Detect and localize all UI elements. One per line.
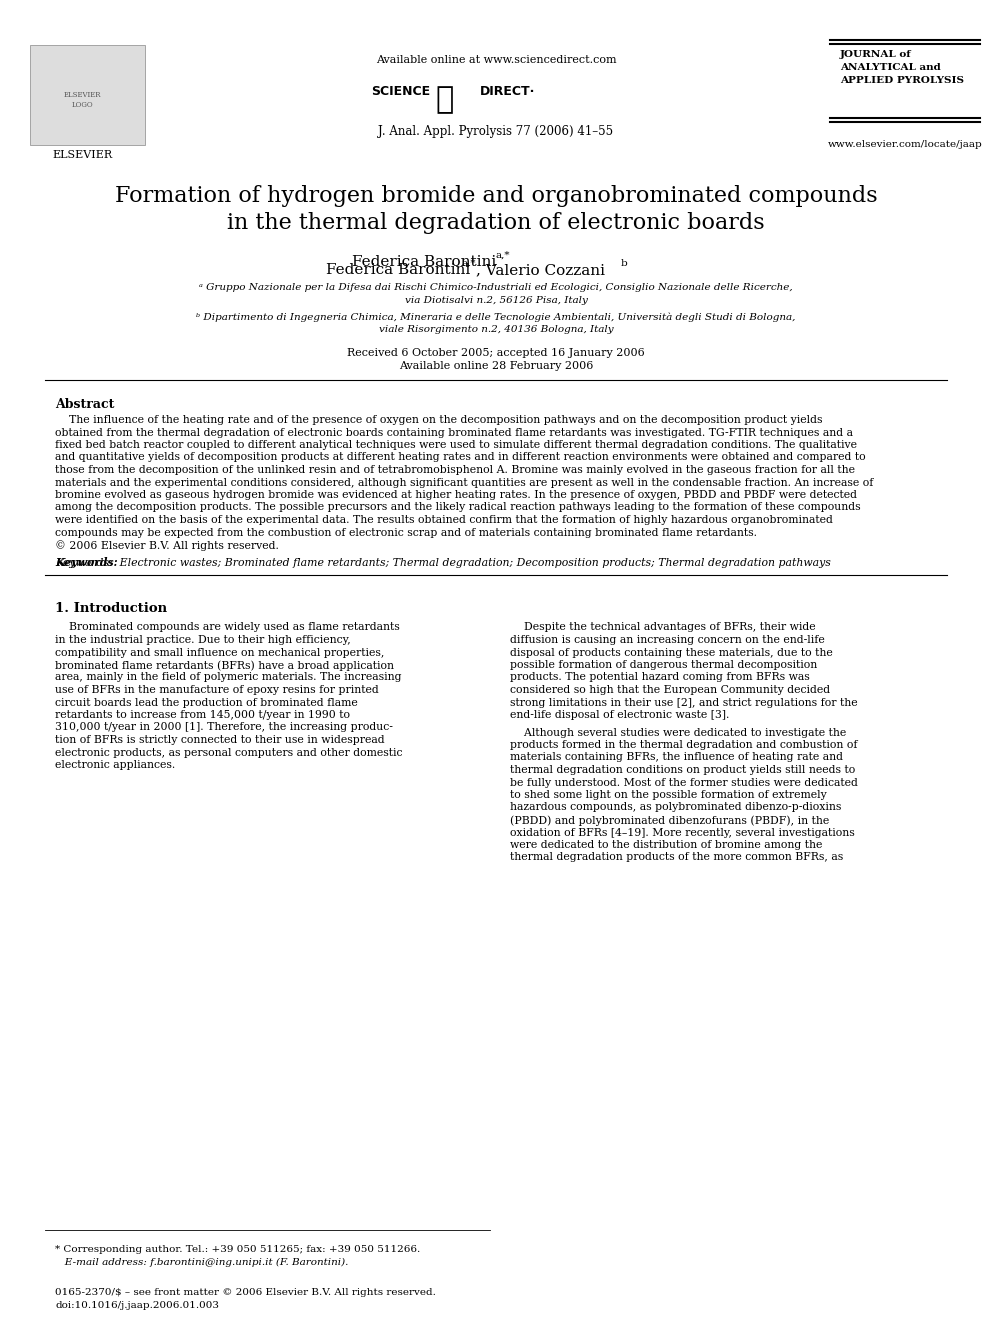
Text: The influence of the heating rate and of the presence of oxygen on the decomposi: The influence of the heating rate and of…: [55, 415, 822, 425]
Text: Available online at www.sciencedirect.com: Available online at www.sciencedirect.co…: [376, 56, 616, 65]
FancyBboxPatch shape: [100, 245, 892, 275]
Text: in the thermal degradation of electronic boards: in the thermal degradation of electronic…: [227, 212, 765, 234]
Text: * Corresponding author. Tel.: +39 050 511265; fax: +39 050 511266.: * Corresponding author. Tel.: +39 050 51…: [55, 1245, 421, 1254]
Text: E-mail address: f.barontini@ing.unipi.it (F. Barontini).: E-mail address: f.barontini@ing.unipi.it…: [55, 1258, 348, 1267]
Text: www.elsevier.com/locate/jaap: www.elsevier.com/locate/jaap: [827, 140, 982, 149]
Text: possible formation of dangerous thermal decomposition: possible formation of dangerous thermal …: [510, 660, 817, 669]
Text: compatibility and small influence on mechanical properties,: compatibility and small influence on mec…: [55, 647, 384, 658]
Text: Federica Barontini: Federica Barontini: [320, 255, 464, 269]
Text: JOURNAL of: JOURNAL of: [840, 50, 912, 60]
Text: Despite the technical advantages of BFRs, their wide: Despite the technical advantages of BFRs…: [510, 623, 815, 632]
Text: thermal degradation conditions on product yields still needs to: thermal degradation conditions on produc…: [510, 765, 855, 775]
Text: Formation of hydrogen bromide and organobrominated compounds: Formation of hydrogen bromide and organo…: [115, 185, 877, 206]
FancyBboxPatch shape: [30, 45, 145, 146]
Text: © 2006 Elsevier B.V. All rights reserved.: © 2006 Elsevier B.V. All rights reserved…: [55, 540, 279, 550]
Text: Keywords:: Keywords:: [55, 557, 118, 569]
Text: were dedicated to the distribution of bromine among the: were dedicated to the distribution of br…: [510, 840, 822, 849]
Text: Received 6 October 2005; accepted 16 January 2006: Received 6 October 2005; accepted 16 Jan…: [347, 348, 645, 359]
Text: (PBDD) and polybrominated dibenzofurans (PBDF), in the: (PBDD) and polybrominated dibenzofurans …: [510, 815, 829, 826]
Text: end-life disposal of electronic waste [3].: end-life disposal of electronic waste [3…: [510, 710, 729, 720]
Text: tion of BFRs is strictly connected to their use in widespread: tion of BFRs is strictly connected to th…: [55, 736, 385, 745]
Text: considered so high that the European Community decided: considered so high that the European Com…: [510, 685, 830, 695]
Text: materials containing BFRs, the influence of heating rate and: materials containing BFRs, the influence…: [510, 753, 843, 762]
Text: were identified on the basis of the experimental data. The results obtained conf: were identified on the basis of the expe…: [55, 515, 833, 525]
Text: ELSEVIER
LOGO: ELSEVIER LOGO: [63, 91, 101, 108]
Text: 310,000 t/year in 2000 [1]. Therefore, the increasing produc-: 310,000 t/year in 2000 [1]. Therefore, t…: [55, 722, 393, 733]
Text: Keywords:  Electronic wastes; Brominated flame retardants; Thermal degradation; : Keywords: Electronic wastes; Brominated …: [55, 557, 831, 568]
Text: circuit boards lead the production of brominated flame: circuit boards lead the production of br…: [55, 697, 358, 708]
Text: and quantitative yields of decomposition products at different heating rates and: and quantitative yields of decomposition…: [55, 452, 866, 463]
Text: APPLIED PYROLYSIS: APPLIED PYROLYSIS: [840, 75, 964, 85]
Text: be fully understood. Most of the former studies were dedicated: be fully understood. Most of the former …: [510, 778, 858, 787]
Text: ELSEVIER: ELSEVIER: [52, 149, 112, 160]
Text: materials and the experimental conditions considered, although significant quant: materials and the experimental condition…: [55, 478, 873, 487]
Text: b: b: [621, 259, 628, 269]
Text: use of BFRs in the manufacture of epoxy resins for printed: use of BFRs in the manufacture of epoxy …: [55, 685, 379, 695]
Text: products. The potential hazard coming from BFRs was: products. The potential hazard coming fr…: [510, 672, 809, 683]
Text: area, mainly in the field of polymeric materials. The increasing: area, mainly in the field of polymeric m…: [55, 672, 402, 683]
Text: 1. Introduction: 1. Introduction: [55, 602, 167, 615]
Text: hazardous compounds, as polybrominated dibenzo-p-dioxins: hazardous compounds, as polybrominated d…: [510, 803, 841, 812]
Text: among the decomposition products. The possible precursors and the likely radical: among the decomposition products. The po…: [55, 503, 861, 512]
Text: Although several studies were dedicated to investigate the: Although several studies were dedicated …: [510, 728, 846, 737]
Text: ᵃ Gruppo Nazionale per la Difesa dai Rischi Chimico-Industriali ed Ecologici, Co: ᵃ Gruppo Nazionale per la Difesa dai Ris…: [199, 283, 793, 292]
Text: disposal of products containing these materials, due to the: disposal of products containing these ma…: [510, 647, 832, 658]
Text: 0165-2370/$ – see front matter © 2006 Elsevier B.V. All rights reserved.: 0165-2370/$ – see front matter © 2006 El…: [55, 1289, 435, 1297]
Text: fixed bed batch reactor coupled to different analytical techniques were used to : fixed bed batch reactor coupled to diffe…: [55, 441, 857, 450]
Text: to shed some light on the possible formation of extremely: to shed some light on the possible forma…: [510, 790, 826, 800]
Text: ⓐ: ⓐ: [435, 85, 453, 114]
Text: doi:10.1016/j.jaap.2006.01.003: doi:10.1016/j.jaap.2006.01.003: [55, 1301, 219, 1310]
Text: b: b: [618, 251, 625, 261]
Text: electronic products, as personal computers and other domestic: electronic products, as personal compute…: [55, 747, 403, 758]
Text: products formed in the thermal degradation and combustion of: products formed in the thermal degradati…: [510, 740, 857, 750]
Text: J. Anal. Appl. Pyrolysis 77 (2006) 41–55: J. Anal. Appl. Pyrolysis 77 (2006) 41–55: [378, 124, 614, 138]
Text: electronic appliances.: electronic appliances.: [55, 759, 176, 770]
Text: retardants to increase from 145,000 t/year in 1990 to: retardants to increase from 145,000 t/ye…: [55, 710, 350, 720]
Text: strong limitations in their use [2], and strict regulations for the: strong limitations in their use [2], and…: [510, 697, 858, 708]
Text: Federica Barontini: Federica Barontini: [326, 263, 470, 277]
Text: brominated flame retardants (BFRs) have a broad application: brominated flame retardants (BFRs) have …: [55, 660, 394, 671]
Text: Federica Barontini: Federica Barontini: [352, 255, 496, 269]
Text: ANALYTICAL and: ANALYTICAL and: [840, 64, 940, 71]
Text: compounds may be expected from the combustion of electronic scrap and of materia: compounds may be expected from the combu…: [55, 528, 757, 537]
Text: Brominated compounds are widely used as flame retardants: Brominated compounds are widely used as …: [55, 623, 400, 632]
Text: diffusion is causing an increasing concern on the end-life: diffusion is causing an increasing conce…: [510, 635, 824, 646]
Text: viale Risorgimento n.2, 40136 Bologna, Italy: viale Risorgimento n.2, 40136 Bologna, I…: [379, 325, 613, 333]
Text: DIRECT·: DIRECT·: [480, 85, 536, 98]
Text: Available online 28 February 2006: Available online 28 February 2006: [399, 361, 593, 370]
Text: a,*: a,*: [457, 251, 471, 261]
Text: oxidation of BFRs [4–19]. More recently, several investigations: oxidation of BFRs [4–19]. More recently,…: [510, 827, 855, 837]
Text: in the industrial practice. Due to their high efficiency,: in the industrial practice. Due to their…: [55, 635, 351, 646]
Text: those from the decomposition of the unlinked resin and of tetrabromobisphenol A.: those from the decomposition of the unli…: [55, 464, 855, 475]
Text: Abstract: Abstract: [55, 398, 114, 411]
Text: via Diotisalvi n.2, 56126 Pisa, Italy: via Diotisalvi n.2, 56126 Pisa, Italy: [405, 296, 587, 306]
Text: a,*: a,*: [496, 251, 511, 261]
Text: bromine evolved as gaseous hydrogen bromide was evidenced at higher heating rate: bromine evolved as gaseous hydrogen brom…: [55, 490, 857, 500]
Text: ᵇ Dipartimento di Ingegneria Chimica, Mineraria e delle Tecnologie Ambientali, U: ᵇ Dipartimento di Ingegneria Chimica, Mi…: [196, 312, 796, 321]
Text: obtained from the thermal degradation of electronic boards containing brominated: obtained from the thermal degradation of…: [55, 427, 853, 438]
Text: , Valerio Cozzani: , Valerio Cozzani: [472, 255, 601, 269]
Text: SCIENCE: SCIENCE: [371, 85, 430, 98]
Text: , Valerio Cozzani: , Valerio Cozzani: [476, 263, 605, 277]
Text: thermal degradation products of the more common BFRs, as: thermal degradation products of the more…: [510, 852, 843, 863]
Text: Federica Barontini: Federica Barontini: [424, 255, 568, 269]
Text: a,*: a,*: [462, 259, 476, 269]
